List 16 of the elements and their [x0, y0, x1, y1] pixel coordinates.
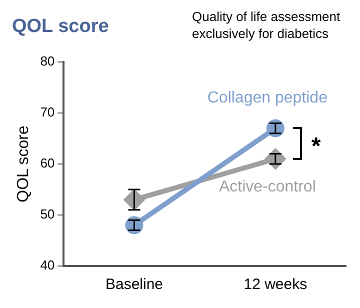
- point: [264, 148, 286, 170]
- y-tick-label: 60: [40, 156, 55, 171]
- x-tick-label: 12 weeks: [244, 276, 308, 294]
- y-tick-label: 50: [40, 206, 55, 222]
- y-tick-label: 40: [40, 258, 55, 273]
- chart-subtitle: Quality of life assessment exclusively for diabetics: [192, 8, 342, 42]
- point: [266, 119, 284, 138]
- y-axis-title: QOL score: [15, 126, 32, 202]
- y-tick-label: 70: [40, 104, 55, 120]
- chart-title: QOL score: [12, 16, 109, 38]
- annotation: *: [311, 133, 322, 160]
- series-label: Collagen peptide: [207, 90, 328, 107]
- y-tick-label: 80: [40, 54, 55, 69]
- series-label: Active-control: [218, 178, 316, 196]
- point: [125, 216, 144, 234]
- x-tick-label: Baseline: [105, 276, 164, 294]
